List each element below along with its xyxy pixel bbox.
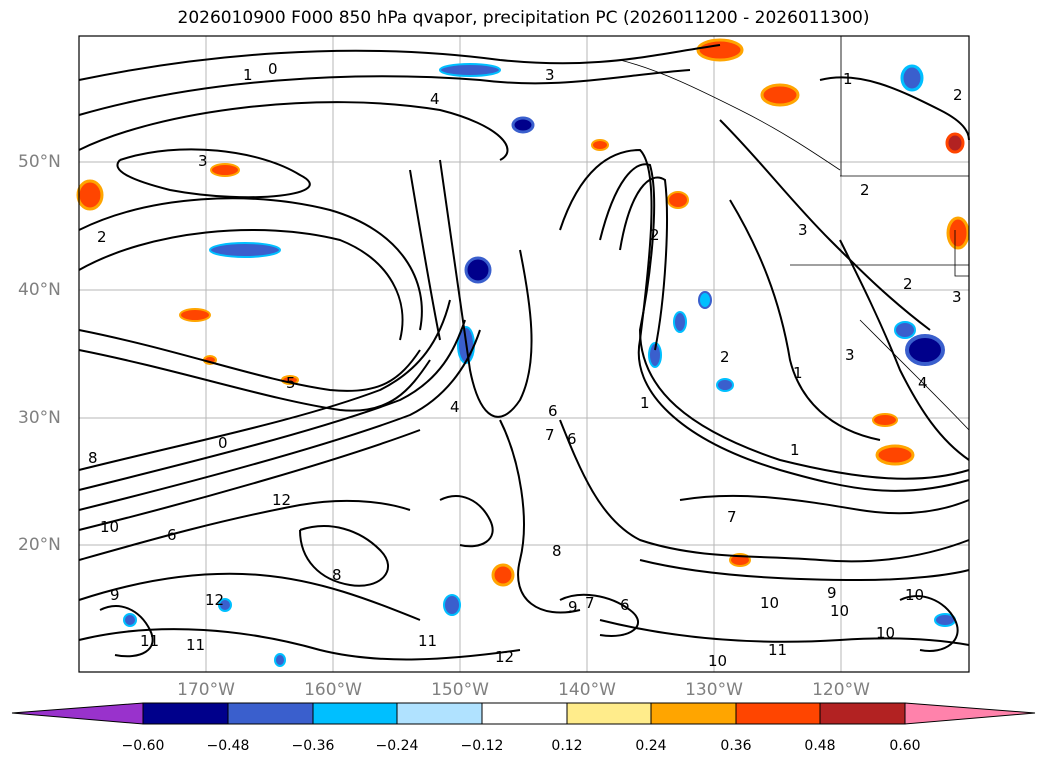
map-border (78, 35, 970, 673)
colorbar-bin (227, 702, 314, 725)
contour-label: 3 (952, 288, 962, 306)
contour-labels: 1 0 3 4 3 2 1 2 3 3 2 3 2 1 2 4 0 8 6 7 … (88, 60, 963, 670)
coastlines (619, 36, 970, 431)
contour-label: 10 (830, 602, 849, 620)
colorbar-bin (819, 702, 906, 725)
contour-label: 2 (97, 228, 107, 246)
contour-label: 1 (790, 441, 800, 459)
colorbar-tick: −0.24 (375, 738, 419, 754)
colorbar-bin (735, 702, 821, 725)
contour-label: 1 (843, 70, 853, 88)
contour-label: 1 (640, 394, 650, 412)
contour-label: 8 (552, 542, 562, 560)
colorbar-tick: −0.12 (460, 738, 504, 754)
contour-label: 4 (450, 398, 460, 416)
contour-label: 4 (430, 90, 440, 108)
contour-label: 11 (186, 636, 205, 654)
contour-label: 10 (100, 518, 119, 536)
contour-label: 0 (218, 434, 228, 452)
contour-label: 4 (918, 374, 928, 392)
lon-label: 140°W (558, 680, 616, 700)
colorbar-extend-high (904, 702, 1036, 725)
colorbar-tick: −0.36 (291, 738, 335, 754)
colorbar (11, 702, 1036, 725)
lon-label: 120°W (812, 680, 870, 700)
contour-label: 2 (953, 86, 963, 104)
colorbar-tick: 0.60 (889, 738, 921, 754)
contour-label: 8 (88, 449, 98, 467)
colorbar-extend-low (11, 702, 144, 725)
colorbar-bin (566, 702, 652, 725)
contour-label: 2 (650, 226, 660, 244)
lon-label: 130°W (685, 680, 743, 700)
lat-label: 30°N (18, 408, 61, 428)
colorbar-tick: −0.60 (121, 738, 165, 754)
contour-label: 12 (205, 591, 224, 609)
colorbar-tick: −0.48 (206, 738, 250, 754)
contour-label: 0 (268, 60, 278, 78)
contour-label: 8 (332, 566, 342, 584)
contour-label: 9 (110, 586, 120, 604)
contour-label: 2 (720, 348, 730, 366)
contour-label: 7 (545, 426, 555, 444)
colorbar-tick: 0.36 (720, 738, 752, 754)
map-title: 2026010900 F000 850 hPa qvapor, precipit… (177, 8, 870, 28)
contour-label: 3 (798, 221, 808, 239)
contour-label: 9 (568, 598, 578, 616)
contour-label: 6 (620, 596, 630, 614)
colorbar-bin (142, 702, 229, 725)
contour-label: 10 (876, 624, 895, 642)
colorbar-bin (650, 702, 737, 725)
map-panel (79, 36, 969, 672)
colorbar-bin (481, 702, 568, 725)
lon-label: 160°W (304, 680, 362, 700)
contour-label: 10 (760, 594, 779, 612)
contour-label: 9 (827, 584, 837, 602)
contour-label: 12 (272, 491, 291, 509)
colorbar-bin (312, 702, 398, 725)
colorbar-tick: 0.24 (635, 738, 667, 754)
contour-label: 2 (903, 275, 913, 293)
contour-label: 11 (140, 632, 159, 650)
qvapor-contours (78, 44, 970, 661)
contour-label: 1 (793, 364, 803, 382)
contour-label: 7 (727, 508, 737, 526)
contour-label: 1 (243, 66, 253, 84)
contour-label: 12 (495, 648, 514, 666)
contour-label: 3 (545, 66, 555, 84)
contour-label: 6 (167, 526, 177, 544)
lat-label: 20°N (18, 535, 61, 555)
contour-label: 10 (708, 652, 727, 670)
contour-label: 3 (845, 346, 855, 364)
colorbar-tick: 0.12 (551, 738, 583, 754)
contour-label: 6 (548, 402, 558, 420)
lat-label: 50°N (18, 152, 61, 172)
contour-label: 7 (585, 594, 595, 612)
contour-label: 6 (567, 430, 577, 448)
colorbar-tick: 0.48 (804, 738, 836, 754)
contour-label: 11 (768, 641, 787, 659)
colorbar-bin (396, 702, 483, 725)
lat-label: 40°N (18, 280, 61, 300)
contour-label: 11 (418, 632, 437, 650)
lon-label: 150°W (431, 680, 489, 700)
contour-label: 2 (860, 181, 870, 199)
contour-label: 10 (905, 586, 924, 604)
contour-label: 3 (198, 152, 208, 170)
contour-label: 5 (286, 374, 296, 392)
lon-label: 170°W (177, 680, 235, 700)
